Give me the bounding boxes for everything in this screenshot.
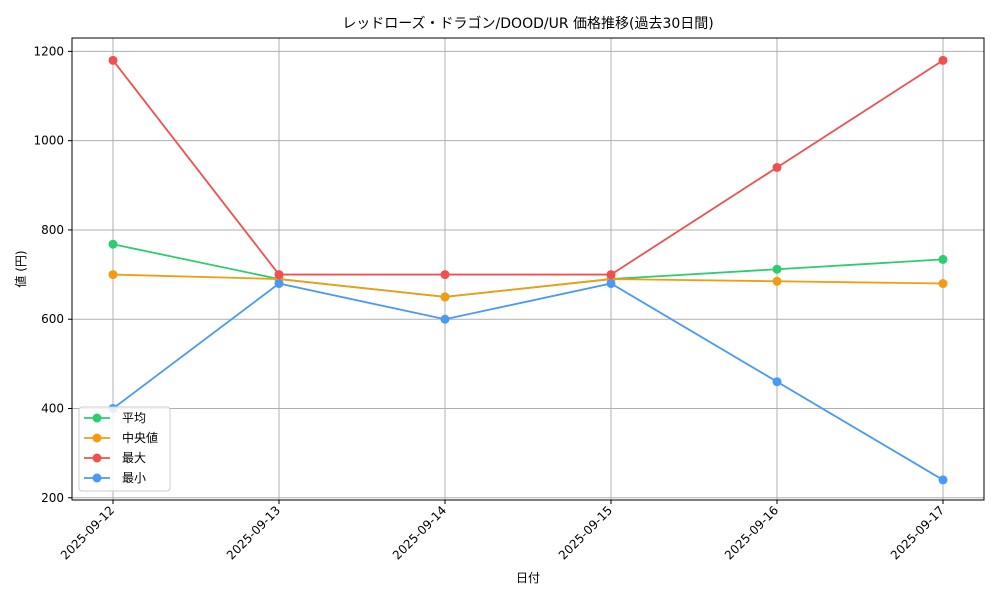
series-line (112, 273, 944, 298)
data-point (606, 270, 616, 280)
legend-swatch-marker (92, 433, 102, 443)
legend-label: 最大 (122, 451, 146, 465)
data-point (606, 279, 616, 289)
legend-label: 最小 (122, 471, 146, 485)
legend-item: 平均 (84, 411, 146, 425)
data-point (440, 270, 450, 280)
series-line (112, 282, 944, 481)
x-tick-label: 2025-09-12 (58, 503, 117, 562)
data-point (938, 279, 948, 289)
data-point (772, 276, 782, 286)
y-tick-label: 600 (41, 312, 64, 326)
y-axis-title: 値 (円) (13, 250, 28, 287)
data-point (772, 377, 782, 387)
y-axis: 200 400 600 800 1000 1200 (33, 44, 72, 505)
data-point (772, 264, 782, 274)
x-tick-label: 2025-09-13 (224, 503, 283, 562)
chart-title: レッドローズ・ドラゴン/DOOD/UR 価格推移(過去30日間) (342, 15, 714, 32)
legend-item: 最小 (84, 471, 146, 485)
data-point (108, 55, 118, 65)
y-tick-label: 800 (41, 223, 64, 237)
data-point (440, 314, 450, 324)
x-tick-label: 2025-09-14 (390, 503, 449, 562)
x-tick-label: 2025-09-17 (888, 503, 947, 562)
legend-item: 中央値 (84, 430, 158, 445)
y-tick-label: 200 (41, 491, 64, 505)
data-point (938, 475, 948, 485)
legend-swatch-marker (92, 473, 102, 483)
data-point (938, 55, 948, 65)
legend-frame (78, 406, 171, 492)
y-tick-label: 1200 (33, 44, 64, 58)
legend-label: 中央値 (122, 430, 158, 445)
y-tick-label: 1000 (33, 134, 64, 148)
series-layer (108, 55, 948, 485)
grid (72, 38, 984, 500)
data-point (274, 270, 284, 280)
x-tick-label: 2025-09-16 (722, 503, 781, 562)
series-1 (108, 239, 948, 302)
series-line (112, 59, 944, 276)
series-3 (108, 55, 948, 280)
y-tick-label: 400 (41, 401, 64, 415)
data-point (440, 292, 450, 302)
legend-swatch-marker (92, 453, 102, 463)
data-point (938, 254, 948, 264)
data-point (274, 279, 284, 289)
x-axis-title: 日付 (516, 571, 540, 585)
data-point (108, 239, 118, 249)
data-point (772, 162, 782, 172)
data-point (108, 270, 118, 280)
x-axis: 2025-09-12 2025-09-13 2025-09-14 2025-09-15… (58, 500, 947, 562)
legend-label: 平均 (122, 411, 146, 425)
legend-swatch-marker (92, 413, 102, 423)
series-4 (108, 279, 948, 485)
plot-frame (71, 37, 985, 501)
x-tick-label: 2025-09-15 (556, 503, 615, 562)
legend-item: 最大 (84, 451, 146, 465)
series-line (112, 243, 944, 298)
